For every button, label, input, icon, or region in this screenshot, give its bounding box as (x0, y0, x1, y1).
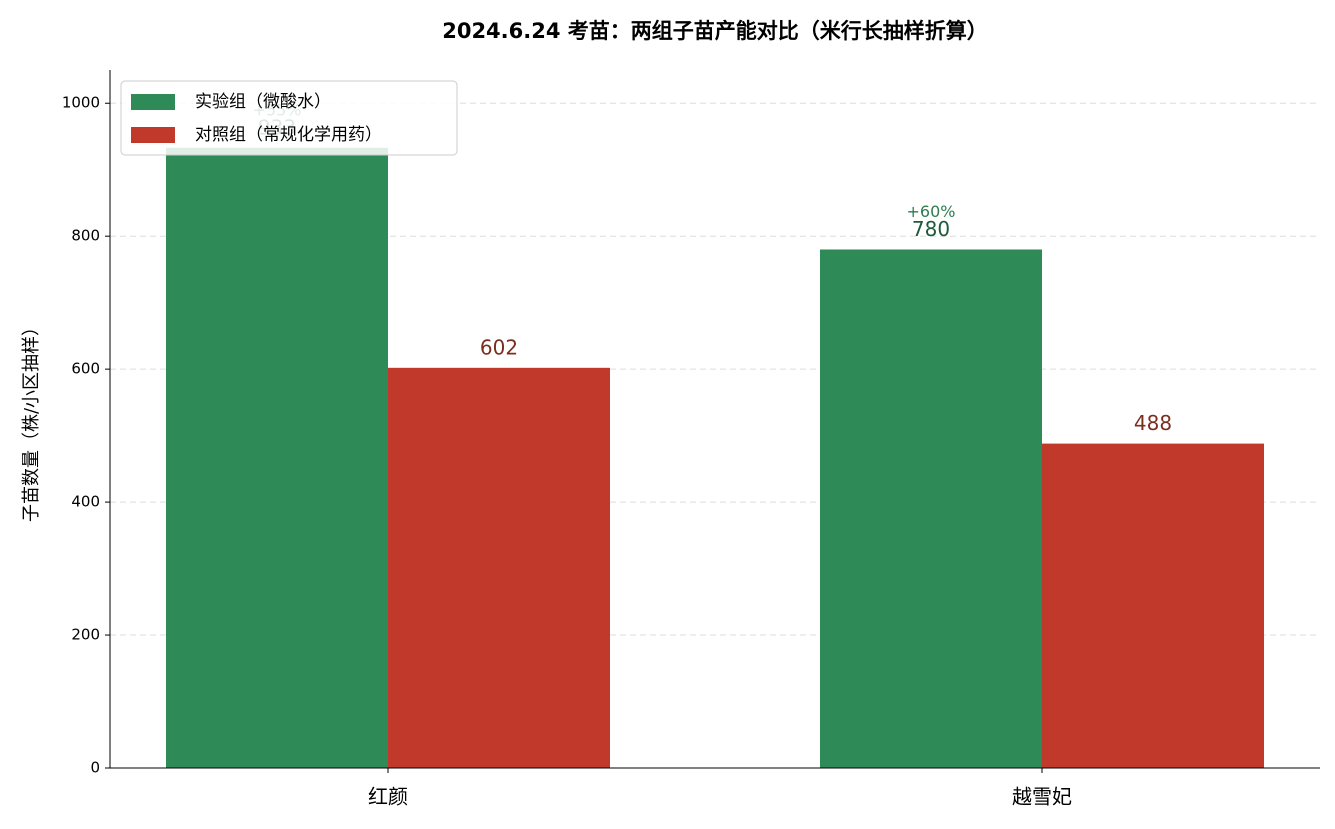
y-tick-label: 1000 (62, 94, 100, 112)
bar (820, 249, 1042, 768)
bar (388, 367, 610, 768)
y-tick-label: 200 (71, 626, 100, 644)
y-tick-label: 400 (71, 493, 100, 511)
annotation: +60% (907, 202, 956, 221)
y-tick-label: 800 (71, 227, 100, 245)
legend-swatch (131, 94, 175, 110)
bar (1042, 443, 1264, 768)
y-tick-label: 0 (90, 759, 100, 777)
x-tick-label: 红颜 (368, 785, 408, 809)
value-label: 602 (480, 335, 518, 359)
chart-title: 2024.6.24 考苗：两组子苗产能对比（米行长抽样折算） (442, 19, 988, 43)
legend-label: 对照组（常规化学用药） (195, 125, 382, 145)
legend-label: 实验组（微酸水） (195, 92, 331, 112)
y-tick-label: 600 (71, 360, 100, 378)
legend (120, 80, 458, 156)
value-label: 780 (912, 217, 950, 241)
x-tick-label: 越雪妃 (1012, 785, 1072, 809)
legend-swatch (131, 127, 175, 143)
bar (166, 147, 388, 768)
y-axis-label: 子苗数量（株/小区抽样） (21, 318, 42, 522)
value-label: 488 (1134, 411, 1172, 435)
